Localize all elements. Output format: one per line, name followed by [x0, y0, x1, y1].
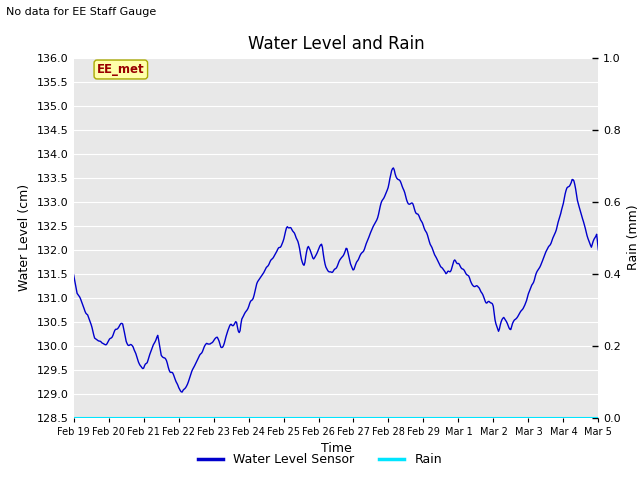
Text: EE_met: EE_met [97, 63, 145, 76]
X-axis label: Time: Time [321, 442, 351, 455]
Text: No data for EE Staff Gauge: No data for EE Staff Gauge [6, 7, 157, 17]
Y-axis label: Rain (mm): Rain (mm) [627, 205, 639, 270]
Legend: Water Level Sensor, Rain: Water Level Sensor, Rain [193, 448, 447, 471]
Y-axis label: Water Level (cm): Water Level (cm) [19, 184, 31, 291]
Title: Water Level and Rain: Water Level and Rain [248, 35, 424, 53]
